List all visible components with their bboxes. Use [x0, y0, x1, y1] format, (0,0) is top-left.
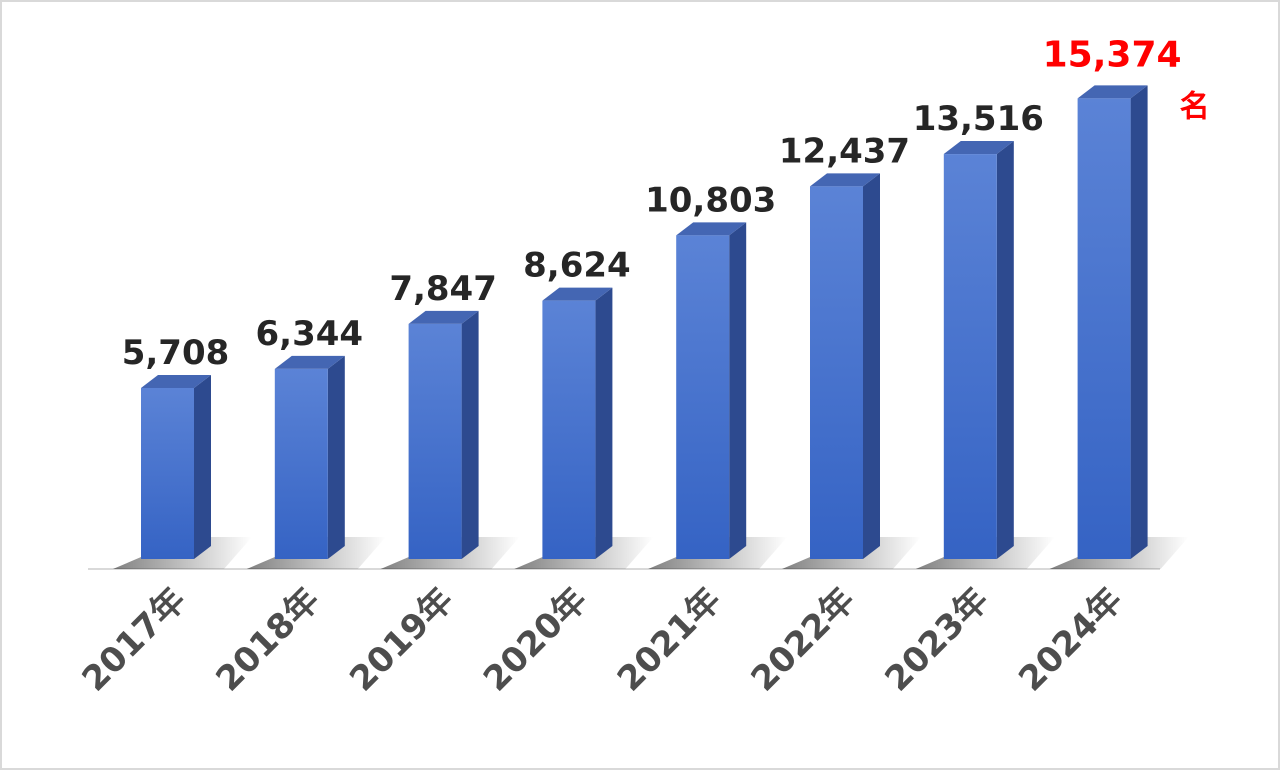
bar	[542, 287, 613, 559]
bar	[141, 374, 211, 559]
bar	[408, 310, 479, 559]
value-label: 10,803	[645, 180, 776, 220]
category-label: 2017年	[75, 580, 194, 699]
bar-front-face	[1077, 98, 1131, 559]
bar-top-face	[810, 173, 880, 187]
bar	[274, 355, 345, 559]
bar-front-face	[141, 387, 194, 559]
unit-label: 名	[1180, 89, 1210, 124]
value-label: 15,374	[1043, 34, 1182, 75]
bar-front-face	[274, 368, 328, 559]
bar-side-face	[194, 374, 211, 559]
bar-top-face	[408, 310, 479, 324]
bar-top-face	[1077, 85, 1148, 99]
bar-top-face	[274, 355, 345, 369]
bar-top-face	[943, 141, 1014, 155]
bar-side-face	[461, 310, 479, 559]
bar-side-face	[327, 355, 345, 559]
bar-side-face	[595, 287, 613, 559]
category-label: 2023年	[877, 580, 996, 699]
bar-front-face	[676, 235, 730, 560]
bar-side-face	[729, 222, 747, 560]
bar-top-face	[141, 374, 211, 388]
value-label: 8,624	[523, 246, 631, 286]
bar-front-face	[542, 300, 596, 559]
category-label: 2020年	[476, 580, 595, 699]
bar	[676, 222, 747, 560]
bar-top-face	[542, 287, 613, 301]
value-label: 5,708	[122, 333, 230, 373]
bar	[810, 173, 880, 559]
bar	[943, 141, 1014, 559]
value-label: 7,847	[389, 269, 497, 309]
value-label: 12,437	[779, 131, 910, 171]
bar-front-face	[408, 323, 462, 559]
category-label: 2022年	[744, 580, 863, 699]
category-label: 2019年	[342, 580, 461, 699]
bar-top-face	[676, 222, 747, 236]
category-label: 2024年	[1011, 580, 1130, 699]
bar-side-face	[1130, 85, 1148, 559]
bar-front-face	[943, 154, 997, 559]
value-label: 6,344	[256, 314, 364, 354]
bar-side-face	[996, 141, 1014, 559]
value-label: 13,516	[913, 99, 1044, 139]
category-label: 2021年	[610, 580, 729, 699]
bar-front-face	[810, 186, 863, 559]
bar-side-face	[863, 173, 880, 559]
bar	[1077, 85, 1148, 559]
category-label: 2018年	[208, 580, 327, 699]
